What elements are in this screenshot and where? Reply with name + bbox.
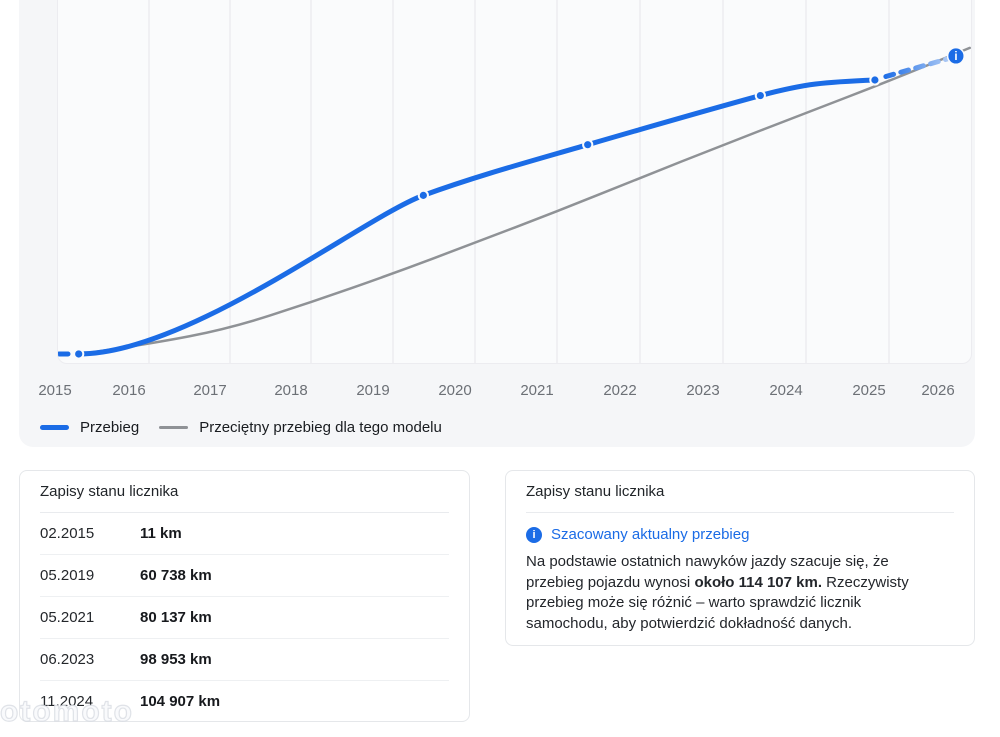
x-axis-label-2015: 2015 xyxy=(38,382,72,399)
legend-swatch-blue-line xyxy=(40,425,69,430)
x-axis-label-2024: 2024 xyxy=(769,382,803,399)
estimate-value: około 114 107 km. xyxy=(694,573,823,591)
mileage-chart-panel: i xyxy=(19,0,975,447)
average-mileage-line xyxy=(79,46,971,356)
estimated-mileage-panel: Zapisy stanu licznika i Szacowany aktual… xyxy=(505,470,975,646)
legend-item-average[interactable]: Przeciętny przebieg dla tego modelu xyxy=(159,419,442,436)
table-row: 11.2024 104 907 km xyxy=(40,681,449,722)
estimated-mileage-dashed-line xyxy=(883,55,952,80)
chart-x-axis: 2015 2016 2017 2018 2019 2020 2021 2022 2023 2024… xyxy=(0,382,1000,402)
x-axis-label-2025: 2025 xyxy=(852,382,886,399)
x-axis-label-2018: 2018 xyxy=(274,382,308,399)
record-value: 98 953 km xyxy=(140,651,212,668)
data-point[interactable] xyxy=(73,348,85,360)
record-value: 104 907 km xyxy=(140,693,221,710)
record-date: 05.2019 xyxy=(40,567,95,584)
x-axis-label-2021: 2021 xyxy=(520,382,554,399)
legend-item-przebieg[interactable]: Przebieg xyxy=(40,419,139,436)
chart-legend: Przebieg Przeciętny przebieg dla tego mo… xyxy=(40,419,442,436)
records-table: 02.2015 11 km 05.2019 60 738 km 05.2021 80 13… xyxy=(40,513,449,722)
x-axis-label-2019: 2019 xyxy=(356,382,390,399)
record-value: 11 km xyxy=(140,525,182,542)
x-axis-label-2020: 2020 xyxy=(438,382,472,399)
x-axis-label-2026: 2026 xyxy=(921,382,955,399)
legend-label: Przebieg xyxy=(80,419,140,436)
data-point[interactable] xyxy=(754,89,766,102)
data-point[interactable] xyxy=(417,189,429,201)
records-panel-title: Zapisy stanu licznika xyxy=(40,471,449,513)
estimated-mileage-link[interactable]: Szacowany aktualny przebieg xyxy=(551,526,750,543)
estimate-description: Na podstawie ostatnich nawyków jazdy sza… xyxy=(526,552,944,634)
x-axis-label-2023: 2023 xyxy=(686,382,720,399)
record-date: 05.2021 xyxy=(40,609,95,626)
data-point[interactable] xyxy=(869,74,881,86)
chart-plot-area: i xyxy=(57,0,972,364)
estimate-text-after: Rzeczywisty przebieg może się różnić – w… xyxy=(526,573,909,632)
table-row: 02.2015 11 km xyxy=(40,513,449,555)
record-date: 02.2015 xyxy=(40,525,95,542)
legend-label: Przeciętny przebieg dla tego modelu xyxy=(199,419,442,436)
estimate-text-before: Na podstawie ostatnich nawyków jazdy sza… xyxy=(526,553,889,591)
estimate-info-icon[interactable] xyxy=(946,46,965,66)
odometer-records-panel: Zapisy stanu licznika 02.2015 11 km 05.201… xyxy=(19,470,470,722)
table-row: 05.2021 80 137 km xyxy=(40,597,449,639)
record-date: 06.2023 xyxy=(40,651,95,668)
record-value: 80 137 km xyxy=(140,609,212,626)
info-icon: i xyxy=(526,526,542,543)
mileage-chart: i xyxy=(58,0,971,363)
estimate-panel-title: Zapisy stanu licznika xyxy=(526,471,954,513)
x-axis-label-2017: 2017 xyxy=(193,382,227,399)
legend-swatch-gray-line xyxy=(159,426,189,429)
x-axis-label-2022: 2022 xyxy=(603,382,637,399)
record-date: 11.2024 xyxy=(40,693,94,710)
estimate-info-icon-glyph: i xyxy=(954,51,957,63)
record-value: 60 738 km xyxy=(140,567,212,584)
table-row: 06.2023 98 953 km xyxy=(40,639,449,681)
data-point[interactable] xyxy=(582,139,594,151)
x-axis-label-2016: 2016 xyxy=(112,382,146,399)
mileage-line xyxy=(76,77,878,357)
table-row: 05.2019 60 738 km xyxy=(40,555,449,597)
